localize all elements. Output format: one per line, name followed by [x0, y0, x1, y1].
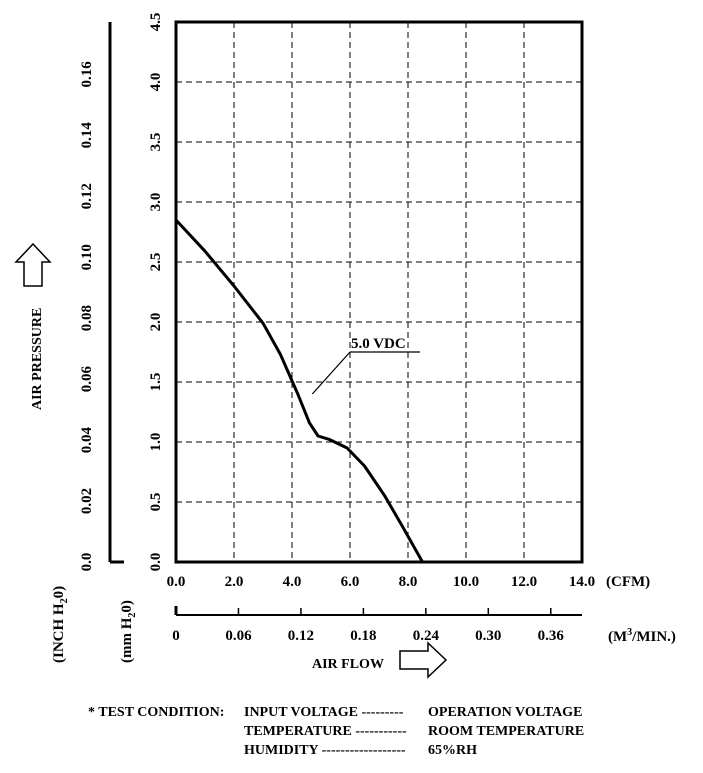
y2-tick-label: 0.04: [79, 426, 95, 453]
y1-unit-label: (mm H20): [119, 600, 138, 663]
x2-unit-label: (M3/MIN.): [608, 627, 676, 645]
series-annotation-label: 5.0 VDC: [351, 336, 406, 352]
y2-tick-label: 0.02: [79, 488, 95, 514]
x2-tick-label: 0.06: [225, 628, 252, 644]
y2-tick-label: 0.16: [79, 61, 95, 88]
annotation-leader-line: [311, 351, 351, 395]
y-ticks-inch: 0.0 0.02 0.04 0.06 0.08 0.10 0.12 0.14 0.16: [79, 61, 95, 572]
y-tick-label: 1.0: [148, 433, 164, 452]
y2-tick-label: 0.0: [79, 553, 95, 572]
test-condition-block: * TEST CONDITION: INPUT VOLTAGE ---------…: [88, 703, 584, 760]
x-tick-label: 6.0: [341, 574, 360, 590]
test-parameter: TEMPERATURE -----------: [244, 724, 407, 739]
test-condition-row-humidity: HUMIDITY ------------------ 65%RH: [88, 741, 584, 760]
x-ticks-cfm: 0.0 2.0 4.0 6.0 8.0 10.0 12.0 14.0: [167, 574, 596, 590]
x-tick-label: 14.0: [569, 574, 595, 590]
y-tick-label: 2.0: [148, 313, 164, 332]
y-tick-label: 3.5: [148, 133, 164, 152]
x-tick-label: 2.0: [225, 574, 244, 590]
x2-tick-label: 0.36: [538, 628, 565, 644]
x-unit-label: (CFM): [606, 574, 650, 590]
x2-tick-label: 0.18: [350, 628, 376, 644]
up-arrow-icon: [14, 242, 52, 287]
plot-frame: [174, 20, 584, 564]
x-tick-label: 0.0: [167, 574, 186, 590]
x-tick-label: 10.0: [453, 574, 479, 590]
y-tick-label: 0.0: [148, 553, 164, 572]
x2-tick-label: 0: [172, 628, 180, 644]
y2-tick-label: 0.08: [79, 305, 95, 331]
test-parameter: INPUT VOLTAGE ---------: [244, 705, 404, 720]
x2-tick-label: 0.30: [475, 628, 501, 644]
x2-tick-label: 0.24: [413, 628, 440, 644]
test-condition-row-input-voltage: * TEST CONDITION: INPUT VOLTAGE ---------…: [88, 703, 584, 722]
test-value: 65%RH: [428, 743, 477, 758]
y-tick-label: 2.5: [148, 253, 164, 272]
y2-tick-label: 0.06: [79, 365, 95, 392]
y-ticks-mm: 0.0 0.5 1.0 1.5 2.0 2.5 3.0 3.5 4.0 4.5: [148, 13, 164, 572]
test-condition-row-temperature: TEMPERATURE ----------- ROOM TEMPERATURE: [88, 722, 584, 741]
series-line-5vdc: [174, 218, 424, 564]
y2-unit-label: (INCH H20): [51, 586, 70, 663]
y-tick-label: 4.0: [148, 73, 164, 92]
y2-tick-label: 0.12: [79, 183, 95, 209]
y-tick-label: 1.5: [148, 373, 164, 392]
x-tick-label: 4.0: [283, 574, 302, 590]
test-condition-label: [88, 722, 244, 741]
y-tick-label: 0.5: [148, 493, 164, 512]
y-axis-title: AIR PRESSURE: [30, 308, 45, 410]
x-tick-label: 12.0: [511, 574, 537, 590]
x2-ticks-m3min: 0 0.06 0.12 0.18 0.24 0.30 0.36: [172, 608, 564, 644]
x-tick-label: 8.0: [399, 574, 418, 590]
y-tick-label: 4.5: [148, 13, 164, 32]
grid: [176, 22, 582, 562]
test-value: ROOM TEMPERATURE: [428, 724, 585, 739]
y2-tick-label: 0.10: [79, 244, 95, 270]
y2-tick-label: 0.14: [79, 122, 95, 149]
right-arrow-icon: [399, 641, 448, 679]
test-parameter: HUMIDITY ------------------: [244, 743, 406, 758]
test-value: OPERATION VOLTAGE: [428, 705, 583, 720]
x2-tick-label: 0.12: [288, 628, 314, 644]
chart: 0.00.51.01.52.02.53.03.54.04.5 0.00.020.…: [14, 13, 676, 679]
x-axis-title: AIR FLOW: [312, 657, 384, 672]
test-condition-label: * TEST CONDITION:: [88, 705, 225, 720]
y-tick-label: 3.0: [148, 193, 164, 212]
test-condition-label: [88, 741, 244, 760]
